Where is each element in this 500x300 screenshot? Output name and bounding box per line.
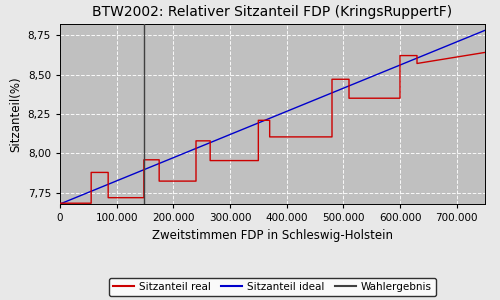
Title: BTW2002: Relativer Sitzanteil FDP (KringsRuppertF): BTW2002: Relativer Sitzanteil FDP (Kring…	[92, 5, 452, 19]
Y-axis label: Sitzanteil(%): Sitzanteil(%)	[9, 76, 22, 152]
Legend: Sitzanteil real, Sitzanteil ideal, Wahlergebnis: Sitzanteil real, Sitzanteil ideal, Wahle…	[108, 278, 436, 296]
X-axis label: Zweitstimmen FDP in Schleswig-Holstein: Zweitstimmen FDP in Schleswig-Holstein	[152, 229, 393, 242]
